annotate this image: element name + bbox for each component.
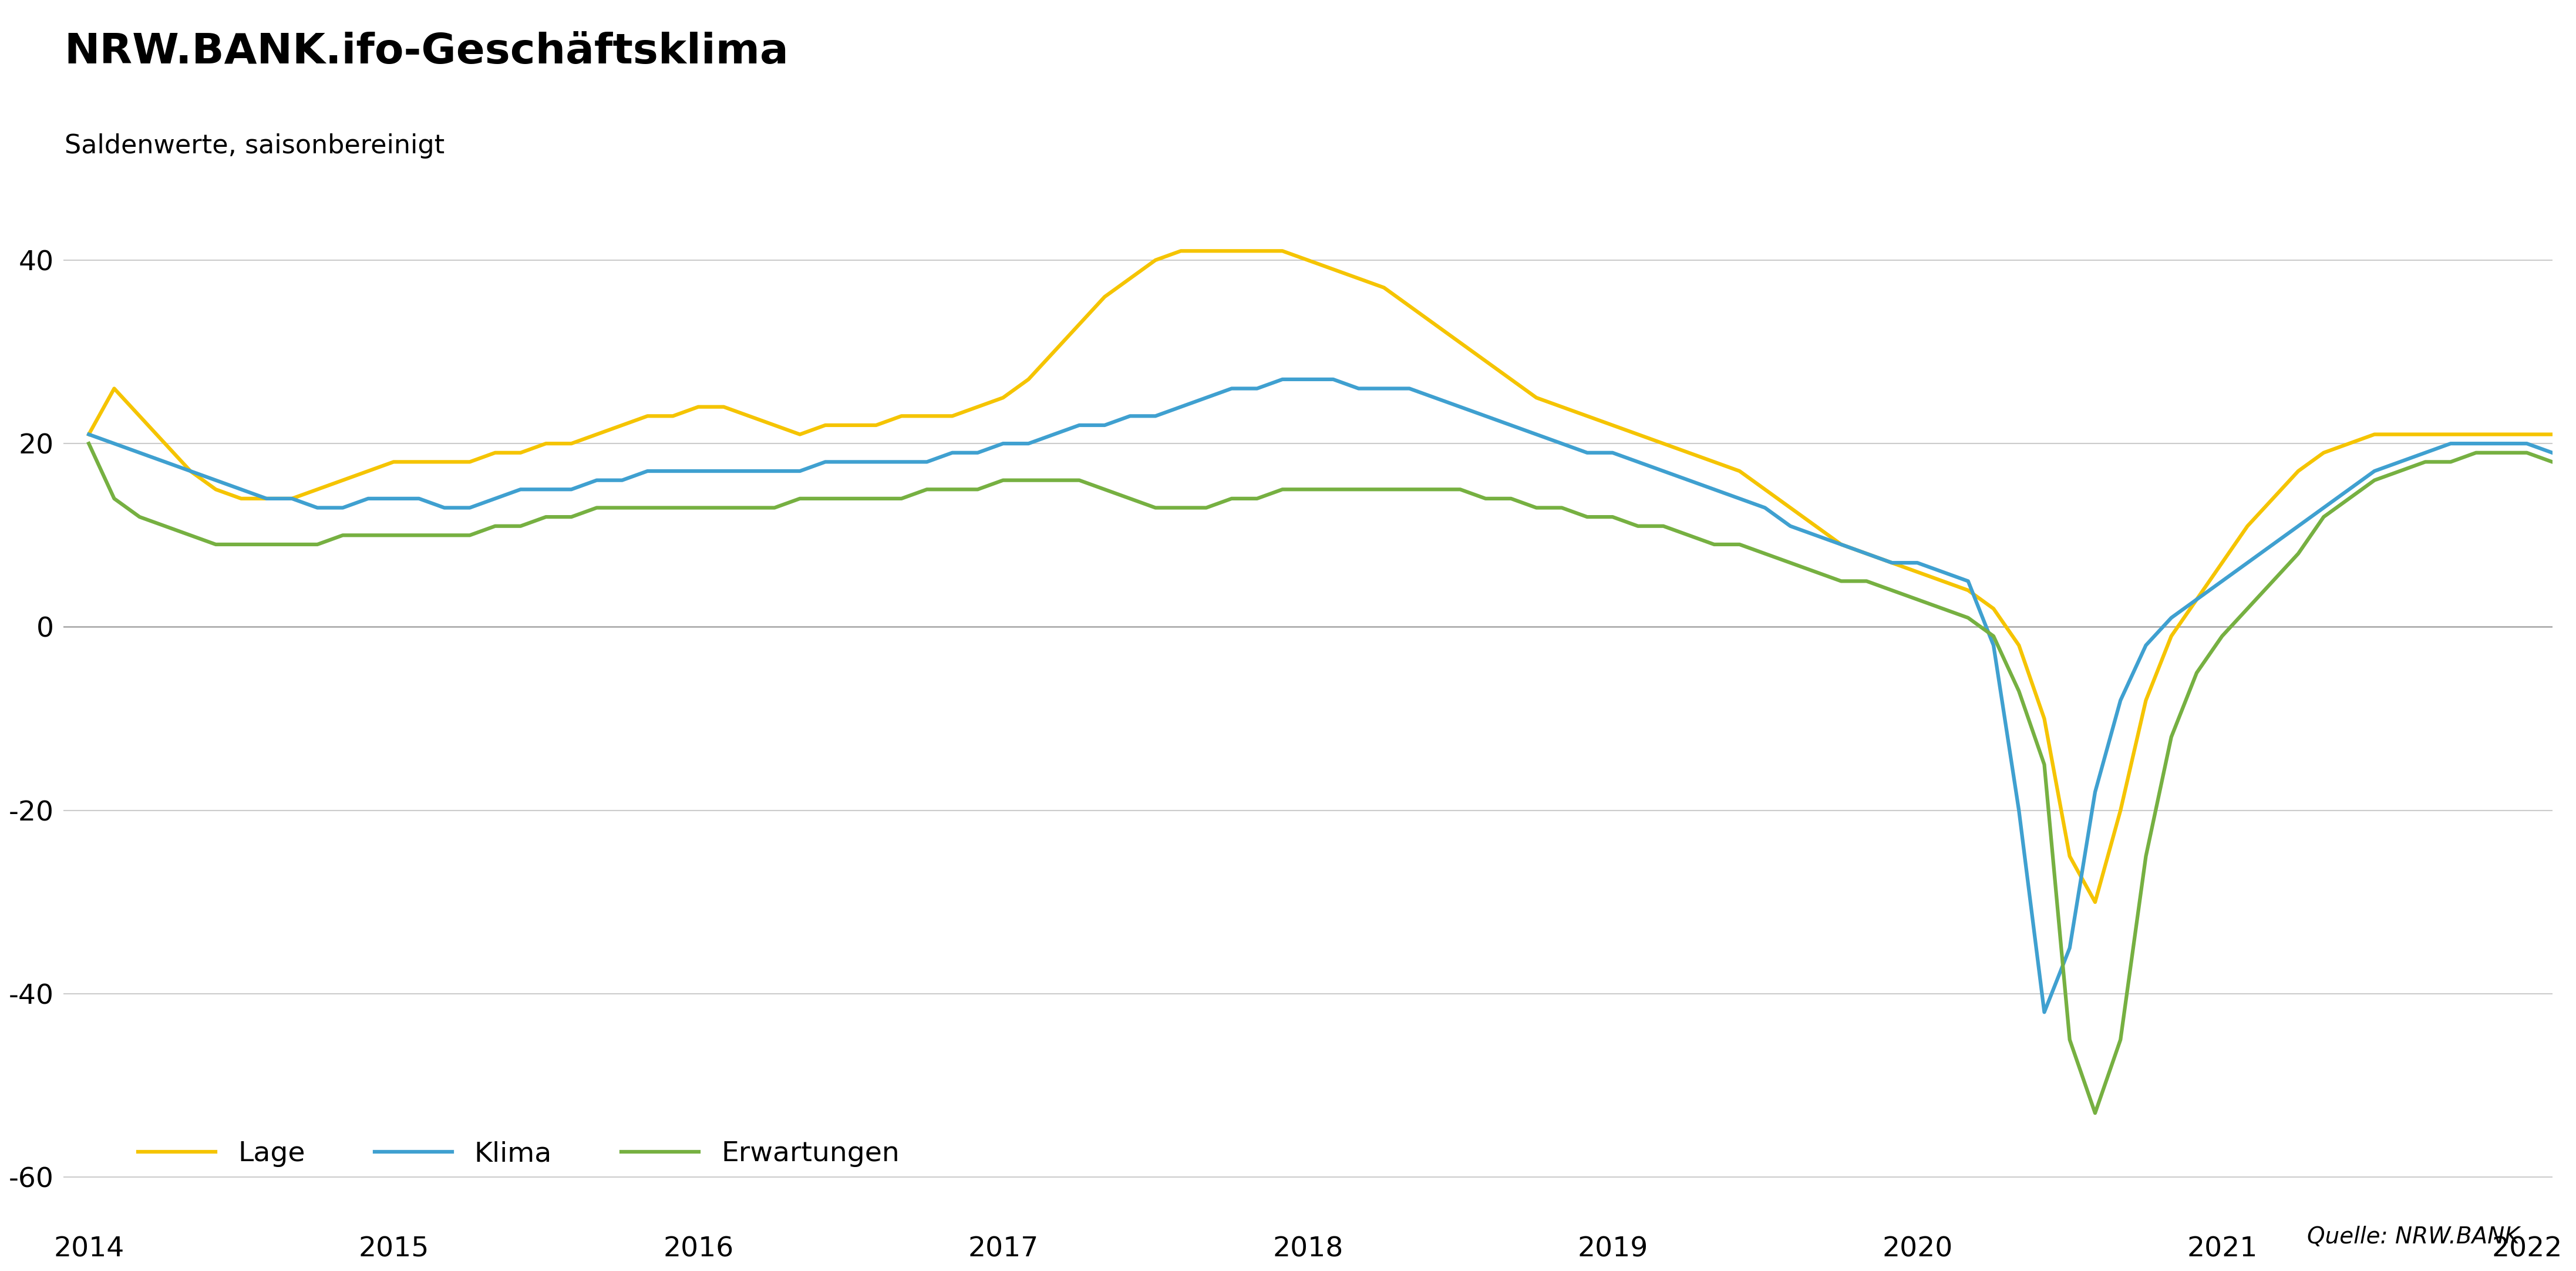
- Lage: [227, 491, 258, 506]
- Klima: [1978, 638, 2009, 653]
- Text: NRW.BANK.ifo-Geschäftsklima: NRW.BANK.ifo-Geschäftsklima: [64, 32, 788, 72]
- Klima: [1242, 381, 1273, 397]
- Erwartungen: [72, 436, 103, 451]
- Lage: [1471, 353, 1502, 369]
- Lage: [1267, 243, 1298, 258]
- Lage: [1978, 601, 2009, 616]
- Klima: [227, 482, 258, 497]
- Klima: [1267, 371, 1298, 386]
- Line: Lage: Lage: [88, 250, 2553, 902]
- Klima: [72, 427, 103, 442]
- Erwartungen: [1445, 482, 1476, 497]
- Erwartungen: [1953, 610, 1984, 625]
- Line: Klima: Klima: [88, 379, 2553, 1012]
- Klima: [2537, 445, 2568, 460]
- Klima: [276, 491, 307, 506]
- Klima: [1649, 464, 1680, 479]
- Erwartungen: [2079, 1106, 2110, 1121]
- Klima: [2030, 1004, 2061, 1019]
- Lage: [276, 491, 307, 506]
- Erwartungen: [2537, 454, 2568, 469]
- Lage: [2079, 895, 2110, 910]
- Legend: Lage, Klima, Erwartungen: Lage, Klima, Erwartungen: [126, 1130, 909, 1178]
- Klima: [1471, 408, 1502, 423]
- Lage: [1649, 436, 1680, 451]
- Lage: [72, 427, 103, 442]
- Erwartungen: [227, 536, 258, 552]
- Erwartungen: [276, 536, 307, 552]
- Lage: [1164, 243, 1195, 258]
- Erwartungen: [1242, 491, 1273, 506]
- Erwartungen: [1623, 519, 1654, 534]
- Line: Erwartungen: Erwartungen: [88, 444, 2553, 1113]
- Lage: [2537, 427, 2568, 442]
- Text: Quelle: NRW.BANK: Quelle: NRW.BANK: [2308, 1225, 2519, 1248]
- Text: Saldenwerte, saisonbereinigt: Saldenwerte, saisonbereinigt: [64, 133, 446, 159]
